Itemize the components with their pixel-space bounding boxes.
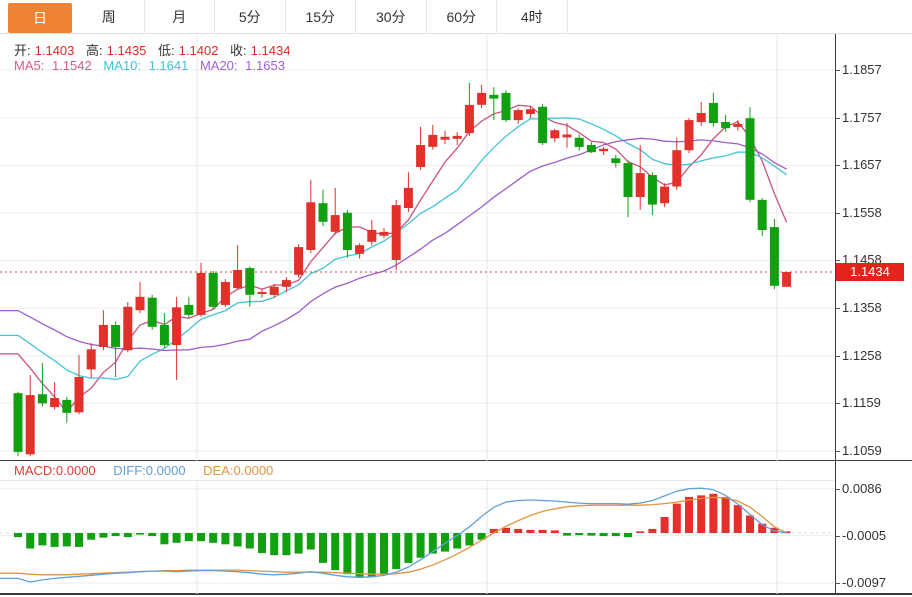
tab-5min[interactable]: 5分 (215, 0, 286, 33)
tab-4hour[interactable]: 4时 (497, 0, 568, 33)
axis-tick (835, 536, 840, 537)
panel-divider (0, 460, 912, 461)
current-price-badge: 1.1434 (836, 263, 904, 281)
macd-plot[interactable] (0, 481, 835, 594)
price-axis-label: 1.1857 (842, 62, 882, 77)
diff-value: 0.0000 (145, 463, 186, 478)
axis-tick (835, 489, 840, 490)
macd-label: MACD: (14, 463, 56, 478)
dea-label: DEA: (203, 463, 234, 478)
macd-axis-label: 0.0086 (842, 481, 882, 496)
diff-label: DIFF: (113, 463, 146, 478)
tab-week[interactable]: 周 (74, 0, 145, 33)
axis-tick (835, 583, 840, 584)
candlestick-series (13, 82, 792, 457)
price-axis-line (835, 34, 836, 594)
price-axis-label: 1.1358 (842, 300, 882, 315)
axis-tick (835, 260, 840, 261)
dea-value: 0.0000 (233, 463, 274, 478)
tab-30min[interactable]: 30分 (356, 0, 427, 33)
tab-60min[interactable]: 60分 (427, 0, 497, 33)
macd-axis-label: -0.0097 (842, 575, 887, 590)
price-axis-label: 1.1657 (842, 157, 882, 172)
macd-readout: MACD:0.0000 DIFF:0.0000 DEA:0.0000 (0, 461, 835, 481)
tab-day[interactable]: 日 (8, 3, 72, 33)
bottom-border (0, 593, 912, 595)
axis-tick (835, 118, 840, 119)
macd-axis-label: -0.0005 (842, 528, 887, 543)
axis-tick (835, 451, 840, 452)
macd-histogram (14, 493, 791, 577)
axis-tick (835, 356, 840, 357)
axis-tick (835, 213, 840, 214)
axis-tick (835, 308, 840, 309)
price-axis-label: 1.1757 (842, 110, 882, 125)
tab-15min[interactable]: 15分 (286, 0, 356, 33)
timeframe-tabbar: 日周月 5分 15分 30分 60分 4时 (0, 0, 912, 34)
diff-line (0, 487, 787, 583)
axis-tick (835, 165, 840, 166)
axis-tick (835, 403, 840, 404)
price-plot[interactable]: 开: 1.1403 高: 1.1435 低: 1.1402 收: 1.1434 MA5:… (0, 34, 835, 461)
macd-value: 0.0000 (55, 463, 96, 478)
price-gridlines (0, 34, 835, 461)
tab-month[interactable]: 月 (145, 0, 215, 33)
macd-chart[interactable] (0, 481, 835, 594)
price-axis-label: 1.1558 (842, 205, 882, 220)
candlestick-chart[interactable] (0, 34, 835, 461)
axis-tick (835, 70, 840, 71)
price-axis-label: 1.1258 (842, 348, 882, 363)
price-axis-label: 1.1159 (842, 395, 881, 410)
price-axis-label: 1.1059 (842, 443, 882, 458)
